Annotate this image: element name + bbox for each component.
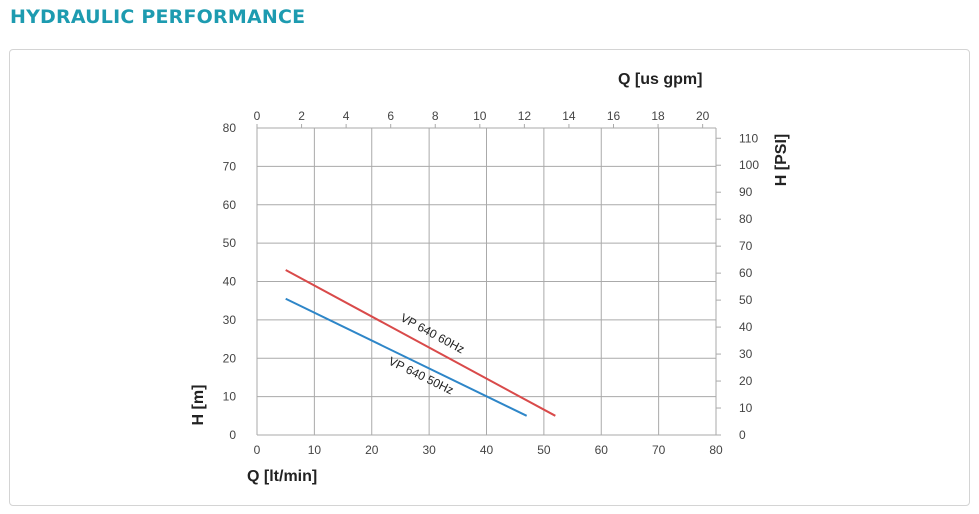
- series-lines: [285, 269, 556, 417]
- x-top-tick-label: 12: [518, 109, 532, 123]
- y-left-tick-label: 0: [229, 428, 236, 442]
- y-right-tick-label: 40: [739, 320, 753, 334]
- labels: 0 10 20 30 40 50 60 70 80 0 2 4 6 8 10 12 14 16 18 20 0 10 20 3…: [190, 71, 790, 485]
- x-top-tick-label: 16: [607, 109, 621, 123]
- x-top-axis-title: Q [us gpm]: [618, 71, 702, 88]
- x-bottom-tick-label: 0: [254, 443, 261, 457]
- y-right-tick-label: 100: [739, 158, 759, 172]
- y-right-tick-label: 30: [739, 347, 753, 361]
- x-top-tick-label: 0: [254, 109, 261, 123]
- y-left-tick-label: 60: [223, 198, 237, 212]
- y-left-tick-label: 20: [223, 351, 237, 365]
- axes: [256, 124, 721, 436]
- x-top-tick-label: 20: [696, 109, 710, 123]
- x-bottom-tick-label: 80: [709, 443, 723, 457]
- grid: [256, 127, 717, 436]
- y-left-tick-label: 80: [223, 121, 237, 135]
- y-left-axis-title: H [m]: [190, 385, 207, 426]
- y-left-tick-label: 10: [223, 390, 237, 404]
- x-top-tick-label: 14: [562, 109, 576, 123]
- x-bottom-tick-label: 70: [652, 443, 666, 457]
- x-bottom-tick-label: 30: [422, 443, 436, 457]
- x-bottom-tick-label: 40: [480, 443, 494, 457]
- y-right-tick-label: 80: [739, 212, 753, 226]
- y-right-tick-label: 90: [739, 185, 753, 199]
- y-left-tick-label: 50: [223, 236, 237, 250]
- x-bottom-axis-title: Q [lt/min]: [247, 468, 317, 485]
- y-right-tick-label: 0: [739, 428, 746, 442]
- x-top-tick-label: 8: [432, 109, 439, 123]
- x-top-tick-label: 10: [473, 109, 487, 123]
- chart-panel: 0 10 20 30 40 50 60 70 80 0 2 4 6 8 10 12 14 16 18 20 0 10 20 3…: [9, 49, 970, 506]
- y-right-tick-label: 70: [739, 239, 753, 253]
- performance-chart: 0 10 20 30 40 50 60 70 80 0 2 4 6 8 10 12 14 16 18 20 0 10 20 3…: [190, 71, 790, 485]
- x-bottom-tick-label: 60: [595, 443, 609, 457]
- series-line-60hz: [285, 269, 556, 417]
- section-title: HYDRAULIC PERFORMANCE: [10, 6, 306, 28]
- x-top-tick-label: 6: [387, 109, 394, 123]
- x-bottom-tick-label: 10: [308, 443, 322, 457]
- x-bottom-tick-label: 50: [537, 443, 551, 457]
- y-left-tick-label: 30: [223, 313, 237, 327]
- series-line-50hz: [285, 297, 528, 417]
- x-top-tick-label: 2: [298, 109, 305, 123]
- y-left-tick-label: 40: [223, 275, 237, 289]
- y-right-tick-label: 60: [739, 266, 753, 280]
- y-right-tick-label: 20: [739, 374, 753, 388]
- y-right-tick-label: 110: [739, 131, 758, 145]
- y-right-tick-label: 10: [739, 401, 753, 415]
- x-bottom-tick-label: 20: [365, 443, 379, 457]
- x-top-tick-label: 4: [343, 109, 350, 123]
- y-left-tick-label: 70: [223, 159, 237, 173]
- x-top-tick-label: 18: [651, 109, 665, 123]
- y-right-axis-title: H [PSI]: [773, 134, 790, 186]
- y-right-tick-label: 50: [739, 293, 753, 307]
